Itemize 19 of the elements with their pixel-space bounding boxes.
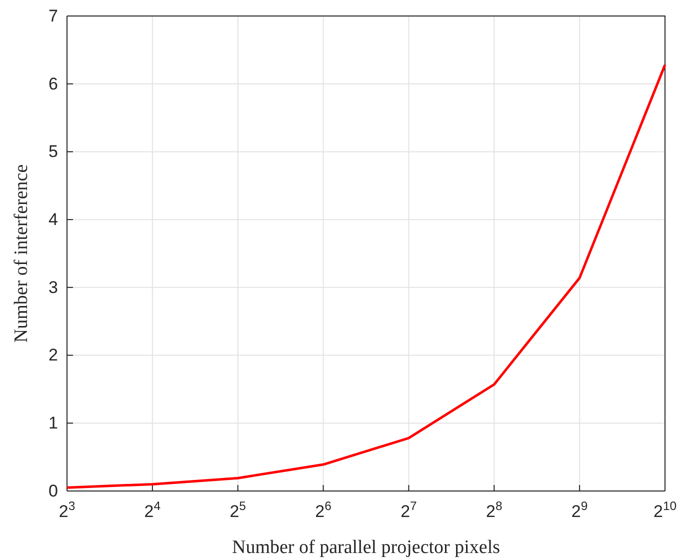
y-tick-label: 7 — [48, 6, 58, 26]
x-tick-label: 2$^{5}$ — [230, 499, 246, 521]
x-tick-label: 2$^{3}$ — [58, 499, 76, 521]
x-tick-label: 2$^{6}$ — [315, 499, 332, 521]
x-tick-label: 2$^{8}$ — [486, 499, 502, 521]
y-axis-title: Number of interference — [11, 164, 32, 343]
x-tick-label: 2$^{10}$ — [653, 499, 677, 521]
x-tick-label: 2$^{9}$ — [571, 499, 588, 521]
y-tick-label: 2 — [48, 346, 58, 365]
y-tick-label: 1 — [48, 414, 58, 433]
x-tick-label: 2$^{7}$ — [400, 499, 418, 521]
y-tick-label: 6 — [48, 74, 58, 94]
y-tick-label: 0 — [48, 481, 58, 500]
y-tick-label: 3 — [48, 278, 58, 297]
y-tick-label: 4 — [48, 210, 58, 230]
line-series — [66, 64, 666, 489]
x-tick-label: 2$^{4}$ — [144, 499, 161, 521]
y-tick-label: 5 — [48, 142, 58, 162]
x-axis-title: Number of parallel projector pixels — [232, 537, 500, 558]
